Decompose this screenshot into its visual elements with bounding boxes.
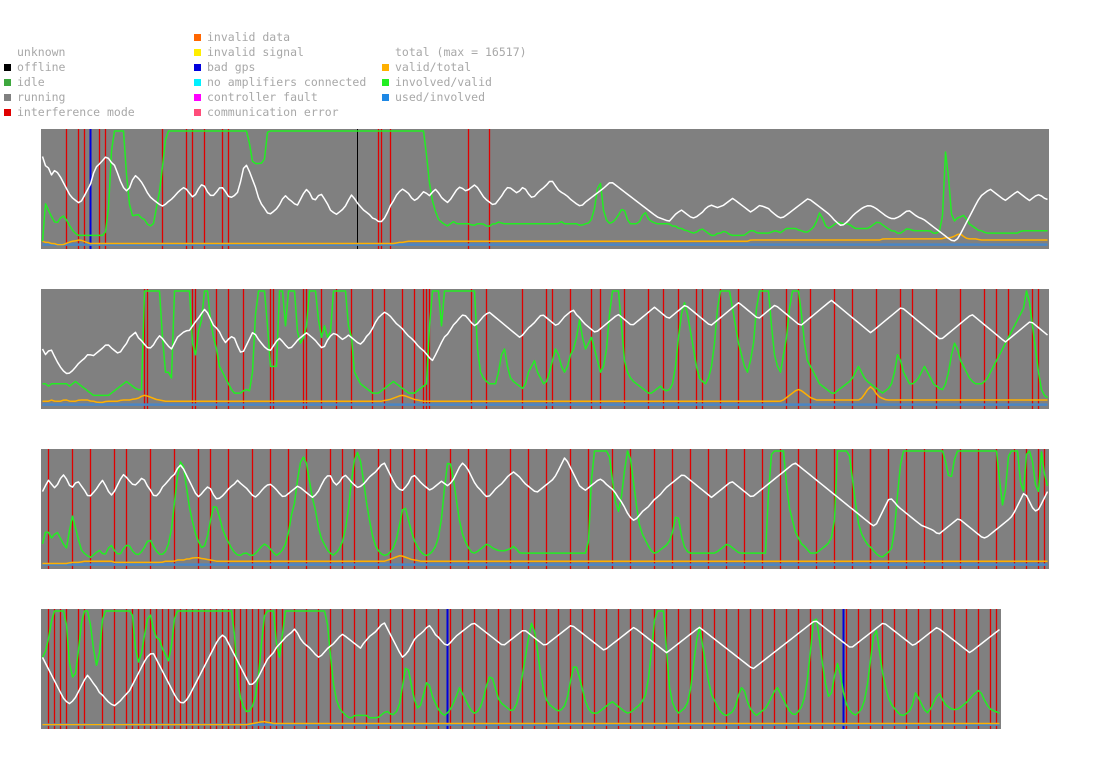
legend-item-offline: offline <box>4 60 135 75</box>
legend-item-invalid-signal: invalid signal <box>194 45 366 60</box>
legend-label: idle <box>17 75 45 89</box>
total-line <box>41 156 1048 242</box>
chart-strip-1 <box>41 129 1049 249</box>
valid-total-line <box>42 386 1048 404</box>
total-line <box>41 299 1048 375</box>
legend-label: unknown <box>17 45 66 59</box>
legend-item-valid-total: valid/total <box>382 60 527 75</box>
swatch-invalid-data <box>194 34 201 41</box>
legend-item-bad-gps: bad gps <box>194 60 366 75</box>
legend-label: total (max = 16517) <box>395 45 527 59</box>
swatch-communication-error <box>194 109 201 116</box>
involved-valid-line <box>41 450 1049 559</box>
legend-item-interference: interference mode <box>4 105 135 120</box>
involved-valid-line <box>42 290 1048 399</box>
running-background <box>41 129 1049 249</box>
legend-item-involved-valid: involved/valid <box>382 75 527 90</box>
involved-valid-line <box>41 130 1048 242</box>
swatch-idle <box>4 79 11 86</box>
strip-svg <box>41 449 1049 569</box>
legend-label: running <box>17 90 66 104</box>
legend-label: invalid signal <box>207 45 304 59</box>
total-line <box>41 620 1000 707</box>
total-line <box>41 457 1049 539</box>
running-background <box>41 609 1001 729</box>
legend-label: valid/total <box>395 60 472 74</box>
swatch-controller-fault <box>194 94 201 101</box>
legend-label: no amplifiers connected <box>207 75 367 89</box>
legend-label: interference mode <box>17 105 135 119</box>
legend-item-controller-fault: controller fault <box>194 90 366 105</box>
legend-label: involved/valid <box>395 75 492 89</box>
legend-item-used-involved: used/involved <box>382 90 527 105</box>
legend-label: communication error <box>207 105 339 119</box>
swatch-interference <box>4 109 11 116</box>
swatch-invalid-signal <box>194 49 201 56</box>
swatch-running <box>4 94 11 101</box>
legend-item-unknown: unknown <box>17 45 135 60</box>
legend-item-invalid-data: invalid data <box>194 30 366 45</box>
strip-svg <box>41 129 1049 249</box>
legend-errors: invalid data invalid signal bad gps no a… <box>194 30 367 120</box>
legend-item-no-amplifiers: no amplifiers connected <box>194 75 367 90</box>
legend-item-communication-error: communication error <box>194 105 366 120</box>
involved-valid-line <box>41 610 1000 719</box>
legend-label: invalid data <box>207 30 291 44</box>
legend-label: offline <box>17 60 66 74</box>
strip-svg <box>41 609 1001 729</box>
swatch-no-amplifiers <box>194 79 201 86</box>
strip-svg <box>41 289 1049 409</box>
legend-label: controller fault <box>207 90 318 104</box>
swatch-valid-total <box>382 64 389 71</box>
valid-total-line <box>42 555 1048 565</box>
legend-status: unknown offline idle running interferenc… <box>4 30 135 120</box>
chart-strip-4 <box>41 609 1001 729</box>
legend-label: bad gps <box>207 60 256 74</box>
legend-item-total: total (max = 16517) <box>395 45 527 60</box>
chart-strip-2 <box>41 289 1049 409</box>
legend-item-running: running <box>4 90 135 105</box>
legend-label: used/involved <box>395 90 486 104</box>
legend-series: total (max = 16517) valid/total involved… <box>382 30 527 105</box>
valid-total-line <box>42 233 1048 246</box>
swatch-bad-gps <box>194 64 201 71</box>
running-background <box>41 449 1049 569</box>
swatch-offline <box>4 64 11 71</box>
swatch-involved-valid <box>382 79 389 86</box>
legend-item-idle: idle <box>4 75 135 90</box>
swatch-used-involved <box>382 94 389 101</box>
chart-strip-3 <box>41 449 1049 569</box>
valid-total-line <box>42 720 1000 726</box>
